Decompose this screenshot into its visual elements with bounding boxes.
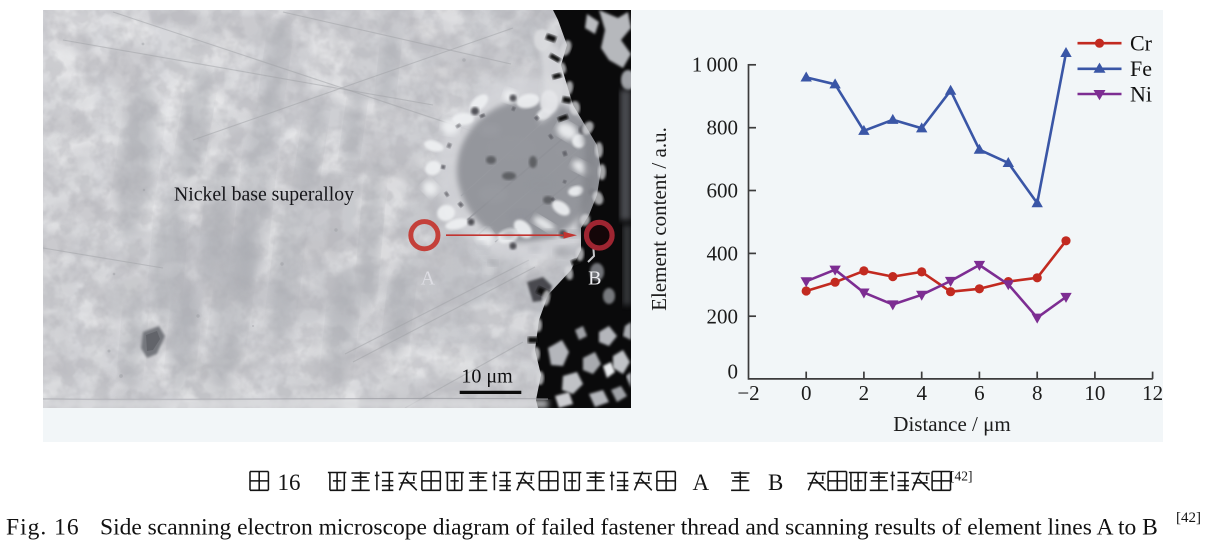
svg-text:10 μm: 10 μm <box>461 366 513 388</box>
svg-text:0: 0 <box>728 360 739 384</box>
svg-text:2: 2 <box>859 381 870 405</box>
svg-text:6: 6 <box>974 381 985 405</box>
svg-text:600: 600 <box>707 179 739 203</box>
svg-text:Cr: Cr <box>1130 31 1153 56</box>
svg-text:200: 200 <box>707 305 739 329</box>
svg-text:B: B <box>588 267 601 289</box>
svg-text:[42]: [42] <box>950 469 973 484</box>
svg-text:A: A <box>421 267 436 289</box>
svg-text:Distance / μm: Distance / μm <box>893 412 1010 436</box>
svg-text:A: A <box>693 470 710 495</box>
svg-text:B: B <box>768 470 783 495</box>
svg-text:Fig. 16: Fig. 16 <box>6 515 80 541</box>
svg-text:800: 800 <box>707 116 739 140</box>
svg-text:Ni: Ni <box>1130 81 1152 106</box>
svg-text:Fe: Fe <box>1130 56 1152 81</box>
svg-text:0: 0 <box>801 381 812 405</box>
svg-text:Nickel base superalloy: Nickel base superalloy <box>174 184 354 206</box>
svg-text:10: 10 <box>1084 381 1105 405</box>
svg-text:−2: −2 <box>737 381 759 405</box>
svg-text:8: 8 <box>1032 381 1043 405</box>
svg-text:Element content / a.u.: Element content / a.u. <box>647 127 671 311</box>
svg-text:400: 400 <box>707 242 739 266</box>
svg-text:[42]: [42] <box>1176 510 1201 526</box>
svg-text:1 000: 1 000 <box>692 53 738 77</box>
svg-text:Side scanning electron microsc: Side scanning electron microscope diagra… <box>100 515 1158 541</box>
svg-text:12: 12 <box>1142 381 1163 405</box>
svg-text:4: 4 <box>916 381 927 405</box>
svg-text:16: 16 <box>278 470 301 495</box>
